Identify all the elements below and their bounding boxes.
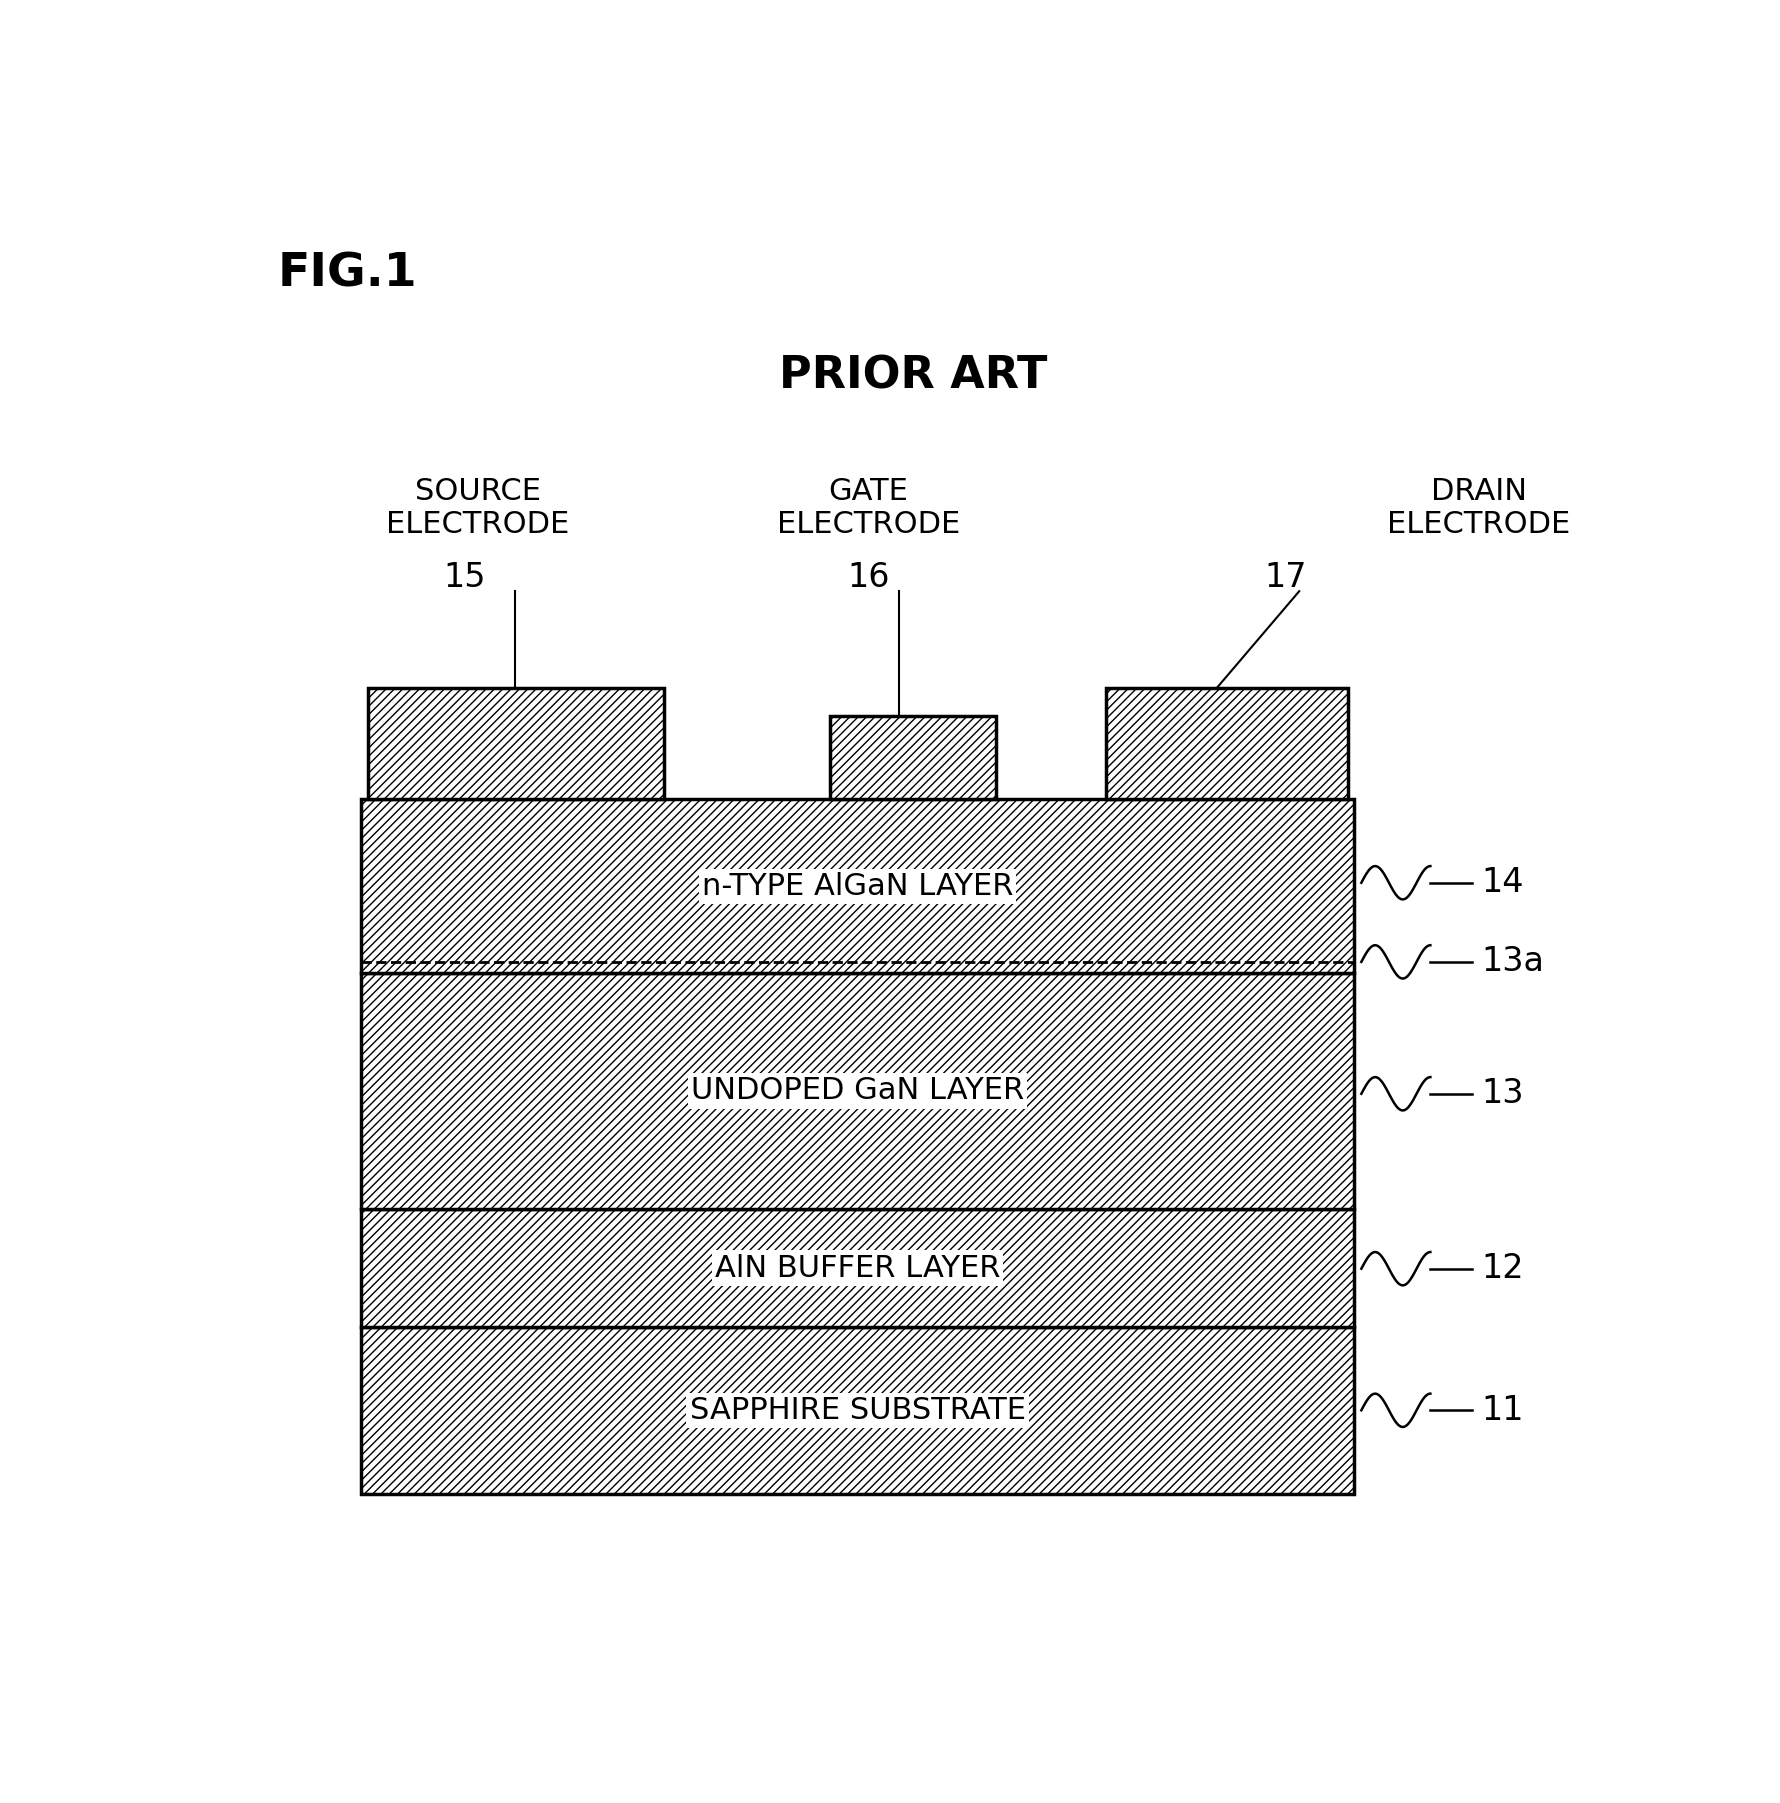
Text: n-TYPE AlGaN LAYER: n-TYPE AlGaN LAYER	[701, 871, 1013, 902]
Text: DRAIN
ELECTRODE: DRAIN ELECTRODE	[1387, 476, 1570, 539]
Text: AlN BUFFER LAYER: AlN BUFFER LAYER	[714, 1253, 1000, 1282]
Text: 13a: 13a	[1481, 945, 1543, 979]
Text: GATE
ELECTRODE: GATE ELECTRODE	[776, 476, 959, 539]
Text: 11: 11	[1481, 1394, 1524, 1426]
Text: 16: 16	[847, 561, 890, 593]
Text: 14: 14	[1481, 865, 1524, 900]
Text: UNDOPED GaN LAYER: UNDOPED GaN LAYER	[691, 1076, 1023, 1105]
Bar	[360, 799, 1353, 974]
Text: 17: 17	[1264, 561, 1307, 593]
Text: 13: 13	[1481, 1076, 1524, 1111]
Text: SOURCE
ELECTRODE: SOURCE ELECTRODE	[386, 476, 570, 539]
Text: PRIOR ART: PRIOR ART	[778, 355, 1047, 397]
Bar	[1105, 689, 1347, 799]
Bar	[360, 1327, 1353, 1493]
Text: FIG.1: FIG.1	[278, 251, 417, 296]
Bar	[360, 974, 1353, 1210]
Bar	[829, 716, 995, 799]
Text: 15: 15	[443, 561, 486, 593]
Bar	[367, 689, 664, 799]
Bar	[360, 1210, 1353, 1327]
Text: SAPPHIRE SUBSTRATE: SAPPHIRE SUBSTRATE	[689, 1396, 1025, 1424]
Text: 12: 12	[1481, 1253, 1524, 1286]
